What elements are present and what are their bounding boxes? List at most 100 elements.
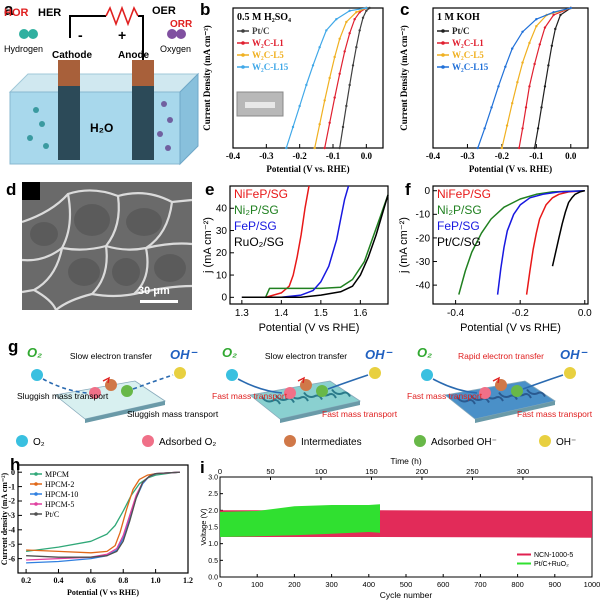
electron-transfer-label-2: Rapid electron transfer [458, 351, 544, 361]
data-point-b-2 [313, 146, 316, 150]
flow-arrow-out [522, 374, 564, 390]
legend-label-c: W₂C-L15 [452, 62, 489, 72]
label-electrolyte: H₂O [90, 121, 113, 135]
adsorbed-o2-icon [89, 387, 101, 399]
legend-marker-c [441, 41, 445, 45]
data-point-c-3 [483, 127, 486, 130]
x-tick-label-i: 200 [288, 580, 301, 589]
mass-transport-right-label: Sluggish mass transport [127, 409, 219, 419]
x-tick-label-i: 500 [400, 580, 413, 589]
data-point-c-3 [535, 18, 538, 21]
data-point-b-3 [291, 125, 295, 129]
data-point-b-3 [335, 18, 338, 21]
x-tick-label-i: 1000 [584, 580, 600, 589]
y-tick-label-h: -1 [8, 482, 15, 491]
label-hor: HOR [4, 7, 29, 19]
intermediate-icon [495, 379, 507, 391]
legend-marker-g-2 [284, 435, 296, 447]
x-tick-label-i: 0 [218, 580, 222, 589]
x-tick-label-h: 1.2 [183, 576, 193, 585]
legend-label-e: Ni₂P/SG [234, 203, 279, 217]
x-tick-label-c: 0.0 [565, 151, 577, 161]
x2-tick-label-i: 250 [466, 467, 479, 476]
panel-label-e: e [205, 180, 215, 199]
series-line-e-3 [241, 194, 389, 299]
o2-label: O₂ [27, 345, 42, 360]
chart-h: 0.2 0.4 0.6 0.8 1.0 1.2 0 -1 -2 -3 -4 -5 -6 Potential… [0, 464, 193, 597]
flow-arrow-out [327, 374, 369, 390]
inset-photo-detail-b [245, 102, 275, 108]
oh-molecule-icon [369, 367, 381, 379]
legend-marker-c [441, 53, 445, 57]
chart-c: -0.4 -0.3 -0.2 -0.1 0.0 Potential (V vs. RHE)… [399, 6, 589, 174]
data-point-b-3 [365, 6, 368, 10]
panel-label-a: a [4, 0, 14, 19]
y-tick-label-i: 2.0 [208, 508, 218, 515]
electron-arrow-icon [102, 376, 110, 384]
catalyst-slab-edge-1 [280, 401, 360, 423]
hydrogen-molecule-icon [19, 29, 38, 39]
catalyst-texture-1 [275, 394, 295, 403]
y-tick-label-e: 10 [216, 270, 228, 281]
data-point-b-0 [348, 83, 351, 87]
label-oer: OER [152, 5, 176, 17]
intermediate-icon [105, 379, 117, 391]
y-tick-label-f: -10 [416, 210, 431, 221]
data-point-b-2 [318, 123, 321, 126]
electron-arrow-icon [492, 376, 500, 384]
series-line-e-2 [241, 185, 350, 299]
o2-molecule-icon [226, 369, 238, 381]
data-point-b-3 [325, 29, 328, 32]
data-point-b-2 [338, 37, 341, 40]
y-axis-label-i: Voltage (V) [200, 508, 208, 546]
legend-marker-c [441, 65, 445, 69]
data-point-c-3 [476, 146, 479, 150]
mass-transport-left-label: Fast mass transport [407, 391, 483, 401]
legend-marker-b [241, 53, 245, 57]
x-tick-label-i: 800 [511, 580, 524, 589]
x-tick-label-i: 600 [437, 580, 450, 589]
label-minus: - [78, 27, 83, 43]
legend-label-f: FeP/SG [437, 219, 480, 233]
plot-frame-b [232, 7, 384, 149]
legend-label-f: Ni₂P/SG [437, 203, 482, 217]
data-point-c-3 [552, 11, 555, 14]
y-tick-label-i: 0.5 [208, 558, 218, 565]
catalyst-texture-2 [498, 391, 518, 400]
mass-transport-left-label: Sluggish mass transport [17, 391, 109, 401]
legend-marker-g-1 [142, 435, 154, 447]
annotation-b: 0.5 M H₂SO₄ [237, 12, 291, 23]
band-series-i-1 [220, 504, 380, 537]
panel-label-i: i [200, 458, 205, 477]
series-line-f-0 [525, 189, 585, 295]
data-point-c-3 [504, 65, 507, 69]
label-anode: Anode [118, 50, 150, 61]
data-point-c-1 [528, 85, 531, 88]
label-hydrogen: Hydrogen [4, 44, 43, 54]
flow-arrow-in [432, 378, 478, 394]
data-point-b-0 [351, 64, 355, 67]
label-her: HER [38, 7, 61, 19]
x-tick-label-i: 300 [325, 580, 338, 589]
legend-label-h: HPCM-10 [45, 490, 78, 499]
legend-marker-h [34, 512, 38, 516]
y-tick-label-e: 30 [216, 226, 228, 237]
adsorbed-o2-icon [479, 387, 491, 399]
panel-label-f: f [405, 180, 411, 199]
legend-label-c: W₂C-L5 [452, 50, 484, 60]
catalyst-slab-edge-0 [85, 401, 165, 423]
annotation-c: 1 M KOH [437, 12, 480, 23]
legend-label-c: W₂C-L1 [452, 38, 484, 48]
legend-label-h: MPCM [45, 470, 69, 479]
y-tick-label-h: -2 [8, 497, 15, 506]
x-axis-label-c: Potential (V vs. RHE) [469, 164, 552, 174]
x2-tick-label-i: 50 [266, 467, 274, 476]
x-tick-label-i: 700 [474, 580, 487, 589]
x-tick-label-h: 0.8 [118, 576, 128, 585]
y-axis-label-h: Current density (mA cm⁻²) [0, 472, 9, 565]
x2-tick-label-i: 300 [517, 467, 530, 476]
series-line-c-1 [518, 7, 572, 149]
y-tick-label-h: -3 [8, 511, 15, 520]
data-point-b-2 [328, 76, 331, 80]
data-point-b-3 [311, 64, 315, 67]
